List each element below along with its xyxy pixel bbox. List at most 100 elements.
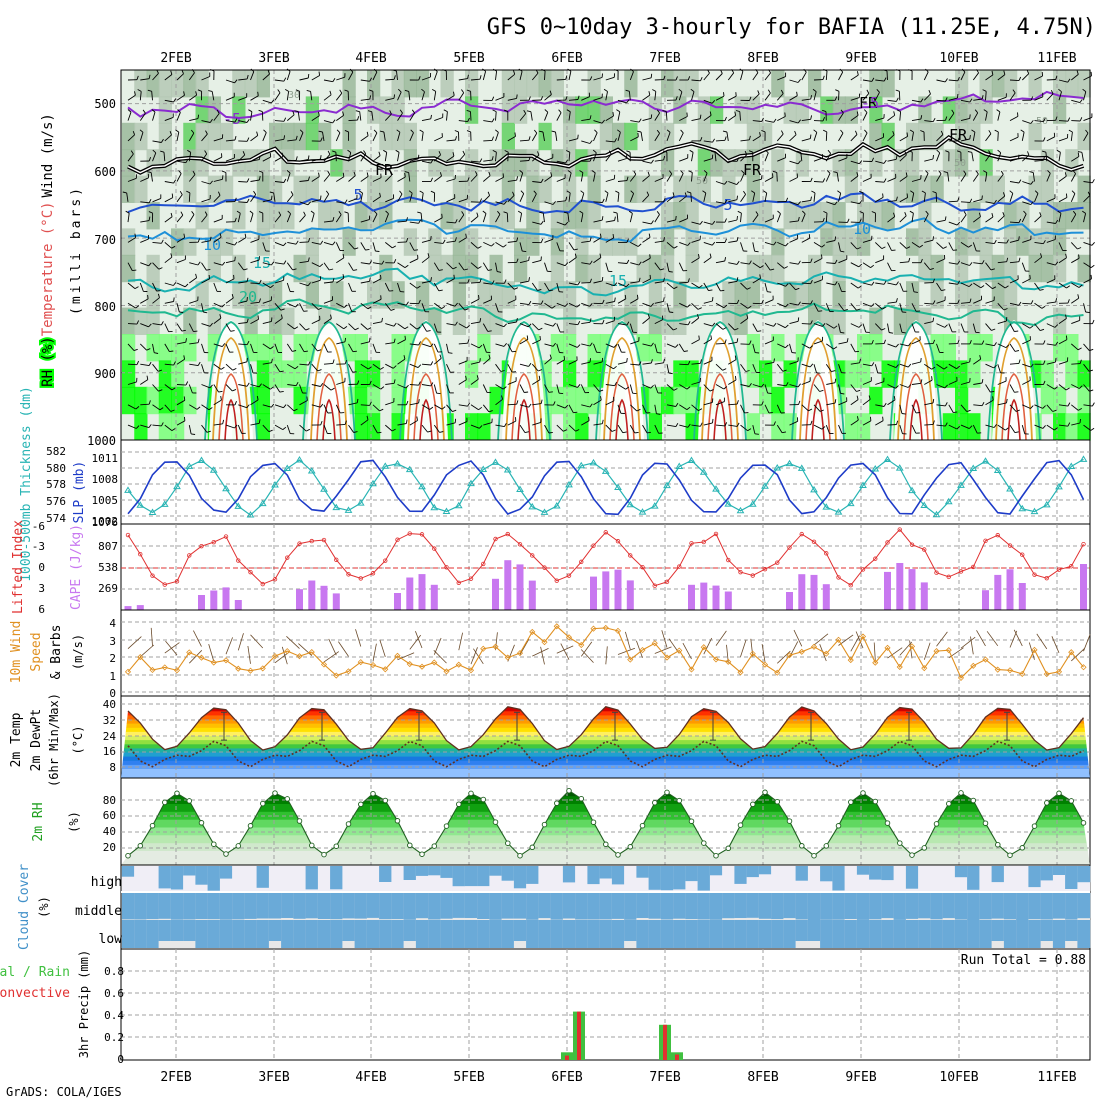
wind-barb-flag xyxy=(736,215,738,221)
cape-bar xyxy=(394,593,401,610)
cloud-bg-cell xyxy=(624,866,637,891)
wind-barb-flag xyxy=(1077,294,1080,299)
wind10-barb xyxy=(328,638,337,656)
wind-barb-flag xyxy=(343,326,348,330)
wind-barb-flag xyxy=(373,210,378,215)
wind-barb xyxy=(924,379,933,385)
cloud-middle-bar xyxy=(452,893,466,918)
cloud-high-bar xyxy=(1065,866,1078,889)
rh-cell xyxy=(1065,70,1079,98)
wind-barb xyxy=(397,193,403,203)
wind-barb xyxy=(654,362,664,365)
wind-barb xyxy=(127,404,137,410)
wind-barb-flag xyxy=(404,326,409,330)
wind-barb xyxy=(593,219,603,223)
wind-barb-flag xyxy=(1029,325,1034,329)
wind-barb xyxy=(850,399,859,406)
wind-barb xyxy=(1083,303,1087,313)
wind-barb-flag xyxy=(747,305,752,309)
wind-barb xyxy=(421,192,424,202)
wind-barb-flag xyxy=(185,338,187,343)
precip-label-c: 3hr Precip (mm) xyxy=(77,950,91,1058)
wind-barb-flag xyxy=(724,339,727,344)
lifted-index-point xyxy=(187,553,192,558)
wind-barb xyxy=(176,214,184,223)
rh-cell xyxy=(648,96,662,124)
wind-barb-flag xyxy=(589,140,593,144)
wind-barb xyxy=(703,401,713,406)
cloud-bg-cell xyxy=(244,866,258,891)
lifted-index-series xyxy=(125,527,1086,588)
wind-barb-flag xyxy=(564,262,569,266)
wind-barb-flag xyxy=(396,129,401,133)
rh2m-tick: 80 xyxy=(103,794,116,807)
wind-barb xyxy=(458,342,468,345)
wind-barb xyxy=(838,303,845,311)
wind-barb xyxy=(397,132,401,142)
thickness-point xyxy=(981,457,990,464)
wind-barb xyxy=(286,194,294,203)
rh-cell xyxy=(624,70,638,98)
cloud-low-bar xyxy=(158,920,172,941)
wind-barb-flag xyxy=(270,346,274,350)
wind-barb-flag xyxy=(206,430,211,433)
wind-barb xyxy=(850,282,859,289)
wind-barb xyxy=(421,384,431,387)
wind-barb-flag xyxy=(797,79,801,83)
wind-barb xyxy=(1070,131,1073,141)
wind-barb xyxy=(127,134,135,142)
rh2m-point xyxy=(1019,845,1026,851)
wind-barb-flag xyxy=(538,369,543,372)
wind-barb xyxy=(458,198,468,203)
wind-barb-flag xyxy=(932,300,936,305)
rh-cell xyxy=(673,281,687,309)
wind-barb-flag xyxy=(427,253,430,258)
wind-barb-flag xyxy=(906,246,911,249)
wind10-speed-point xyxy=(198,654,205,661)
wind-barb-flag xyxy=(745,370,750,372)
wind-barb xyxy=(1083,384,1090,392)
rh2m-point xyxy=(492,819,499,825)
wind-barb-flag xyxy=(746,287,751,290)
cape-tick: 807 xyxy=(98,540,118,553)
rh2m-point xyxy=(382,797,389,804)
wind-barb-flag xyxy=(943,171,948,174)
rh2m-point xyxy=(676,797,683,804)
wind-barb-flag xyxy=(222,419,225,424)
wind-barb-flag xyxy=(1066,285,1071,289)
precip-tick: 0 xyxy=(117,1053,124,1066)
wind-barb-flag xyxy=(268,429,273,433)
wind10-barb xyxy=(636,640,643,658)
wind-barb-flag xyxy=(307,176,310,181)
rh-cell xyxy=(305,254,319,283)
wind-barb xyxy=(899,384,909,388)
rh-cell xyxy=(171,70,185,98)
cloud-low-bar xyxy=(587,920,601,948)
rh2m-point xyxy=(713,852,719,859)
rh-cell xyxy=(661,149,675,177)
wind-barb-flag xyxy=(503,109,508,113)
wind-barb-flag xyxy=(981,401,985,406)
wind-barb xyxy=(801,138,811,142)
rh-cell xyxy=(673,70,687,98)
wind-barb xyxy=(593,361,603,365)
wind10-speed-point xyxy=(124,668,132,675)
wind10-speed-point xyxy=(504,654,511,661)
wind-barb xyxy=(690,192,692,202)
thickness-point xyxy=(503,466,512,473)
wind-barb-flag xyxy=(680,170,684,174)
wind-barb xyxy=(703,422,713,426)
top-date-axis: 2FEB 3FEB 4FEB 5FEB 6FEB 7FEB 8FEB 9FEB … xyxy=(160,51,1076,66)
wind-barb-flag xyxy=(329,268,334,271)
wind-barb-flag xyxy=(136,320,140,325)
cloud-low-bar xyxy=(562,920,576,948)
wind-barb-flag xyxy=(882,416,884,421)
rh-cell xyxy=(501,202,515,230)
wind-barb-flag xyxy=(244,233,247,238)
wind-barb-flag xyxy=(357,116,360,121)
cloud-low-bar xyxy=(1065,920,1078,941)
wind-barb xyxy=(286,282,291,292)
wind-barb xyxy=(862,323,867,333)
cloud-middle-bar xyxy=(379,893,392,920)
